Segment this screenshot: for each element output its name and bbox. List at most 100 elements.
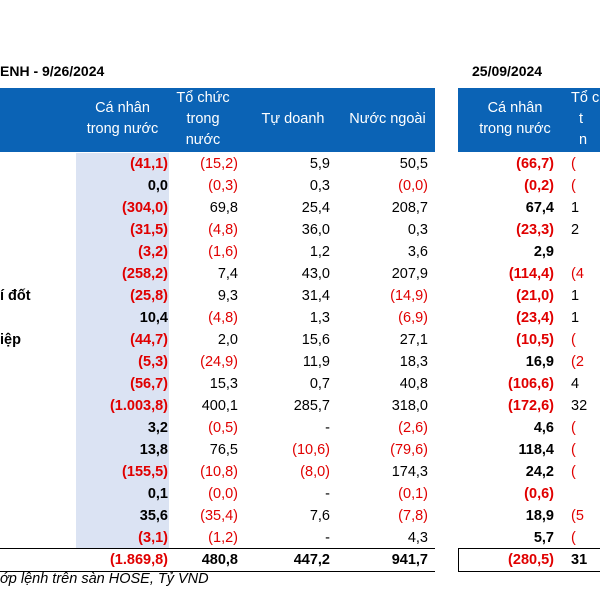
table-cell: 118,4	[518, 442, 555, 458]
table-cell: (	[571, 332, 576, 348]
table-cell: 1	[571, 310, 580, 326]
table-cell: 0,3	[407, 222, 428, 238]
table-cell: 18,9	[525, 508, 554, 524]
header-line: Cá nhân	[487, 100, 543, 116]
total-divider-top-right	[458, 548, 600, 549]
table-cell: (1.003,8)	[109, 398, 168, 414]
table-cell: (1,2)	[208, 530, 238, 546]
table-cell: 13,8	[139, 442, 168, 458]
table-cell: (0,0)	[398, 178, 428, 194]
table-cell: 40,8	[399, 376, 428, 392]
table-cell: 3,6	[407, 244, 428, 260]
table-cell: (258,2)	[122, 266, 168, 282]
header-proprietary: Tự doanh	[248, 109, 338, 130]
table-cell: 25,4	[301, 200, 330, 216]
header-institution-domestic-right: Tổ c t n	[571, 88, 600, 151]
table-cell: (2	[571, 354, 584, 370]
table-cell: (0,0)	[208, 486, 238, 502]
table-cell: 50,5	[399, 156, 428, 172]
table-cell: (35,4)	[200, 508, 238, 524]
table-cell: (10,8)	[200, 464, 238, 480]
table-cell: 32	[571, 398, 588, 414]
table-cell: 0,3	[309, 178, 330, 194]
table-cell: 11,9	[302, 354, 330, 370]
table-title-right: 25/09/2024	[472, 63, 543, 79]
header-foreign: Nước ngoài	[340, 109, 435, 130]
table-cell: (	[571, 442, 576, 458]
table-cell: (172,6)	[508, 398, 554, 414]
table-cell: 2,9	[533, 244, 554, 260]
table-cell: (15,2)	[200, 156, 238, 172]
right-table-body: (66,7)((0,2)(67,4 1 (23,3) 2 2,9 (114,4) (4 (21…	[458, 153, 600, 548]
header-line: n	[579, 132, 588, 148]
table-cell: 27,1	[399, 332, 428, 348]
table-cell: 4,3	[407, 530, 428, 546]
total-cell: (1.869,8)	[109, 552, 168, 568]
table-cell: -	[325, 420, 330, 436]
table-cell: 5,7	[533, 530, 554, 546]
table-cell: -	[325, 486, 330, 502]
header-individual-domestic: Cá nhân trong nước	[76, 98, 169, 140]
table-cell: (7,8)	[398, 508, 428, 524]
table-cell: (114,4)	[508, 266, 554, 282]
table-cell: (1,6)	[208, 244, 238, 260]
table-cell: 69,8	[209, 200, 238, 216]
table-cell: 43,0	[301, 266, 330, 282]
table-cell: (5	[571, 508, 584, 524]
header-line: Nước ngoài	[349, 111, 426, 127]
table-cell: (14,9)	[390, 288, 428, 304]
table-cell: 76,5	[209, 442, 238, 458]
table-cell: 24,2	[525, 464, 554, 480]
table-cell: (10,5)	[516, 332, 554, 348]
table-cell: (24,9)	[200, 354, 238, 370]
table-title-left: ENH - 9/26/2024	[0, 63, 105, 79]
table-cell: 0,7	[309, 376, 330, 392]
header-line: Tổ c	[571, 90, 600, 106]
table-cell: (0,1)	[398, 486, 428, 502]
table-cell: 15,3	[209, 376, 238, 392]
table-cell: (	[571, 530, 576, 546]
table-cell: 0,0	[147, 178, 168, 194]
table-cell: 400,1	[201, 398, 238, 414]
total-cell: (280,5)	[508, 552, 554, 568]
table-cell: (41,1)	[130, 156, 168, 172]
table-cell: (0,6)	[524, 486, 554, 502]
table-cell: 1	[571, 200, 580, 216]
header-individual-domestic-right: Cá nhân trong nước	[468, 98, 562, 140]
table-cell: -	[325, 530, 330, 546]
total-cell: 480,8	[201, 552, 238, 568]
table-cell: (10,6)	[292, 442, 330, 458]
header-bar-left: Cá nhân trong nước Tổ chức trong nước Tự…	[0, 88, 435, 152]
table-cell: 1	[571, 288, 580, 304]
table-cell: 9,3	[217, 288, 238, 304]
table-cell: (31,5)	[130, 222, 168, 238]
table-cell: 16,9	[525, 354, 554, 370]
table-cell: (0,3)	[208, 178, 238, 194]
table-cell: (304,0)	[122, 200, 168, 216]
footnote: ớp lệnh trên sàn HOSE, Tỷ VND	[0, 571, 209, 587]
table-cell: 208,7	[391, 200, 428, 216]
table-cell: (8,0)	[300, 464, 330, 480]
header-institution-domestic: Tổ chức trong nước	[169, 88, 237, 151]
table-cell: (0,2)	[524, 178, 554, 194]
total-divider-vertical	[458, 548, 459, 572]
header-line: trong	[186, 111, 220, 127]
table-cell: (4	[571, 266, 584, 282]
table-cell: 31,4	[301, 288, 330, 304]
table-cell: 67,4	[525, 200, 554, 216]
table-cell: (	[571, 420, 576, 436]
table-cell: 18,3	[399, 354, 428, 370]
total-cell: 31	[571, 552, 588, 568]
table-cell: (66,7)	[516, 156, 554, 172]
header-line: nước	[185, 132, 221, 148]
table-cell: 4,6	[533, 420, 554, 436]
table-cell: 2	[571, 222, 580, 238]
table-cell: (	[571, 464, 576, 480]
table-cell: (21,0)	[516, 288, 554, 304]
table-cell: (	[571, 178, 576, 194]
total-divider-bottom	[0, 571, 435, 572]
table-cell: 318,0	[391, 398, 428, 414]
table-cell: 10,4	[139, 310, 168, 326]
highlight-column	[76, 153, 169, 548]
table-cell: 4	[571, 376, 580, 392]
